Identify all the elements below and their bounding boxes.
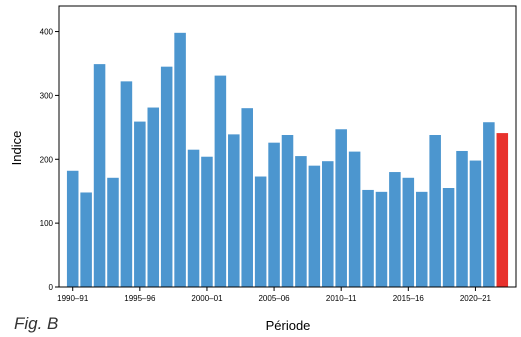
bar-2002–03 (228, 134, 240, 287)
bar-2021–22 (483, 122, 495, 287)
x-axis: 1990–91 1995–96 2000–01 2005–06 2010–11 2015–… (57, 287, 492, 303)
bar-2001–02 (214, 75, 227, 287)
x-tick-label-6: 2020–21 (460, 294, 492, 303)
bar-2016–17 (415, 191, 428, 287)
bar-1999–00 (187, 149, 200, 287)
x-tick-label-2: 2000–01 (191, 294, 223, 303)
bar-1993–94 (107, 177, 119, 287)
bar-1995–96 (134, 121, 146, 287)
bar-2015–16 (402, 177, 415, 287)
bar-2019–20 (456, 150, 468, 287)
bar-2011–12 (348, 151, 361, 287)
x-tick-label-1: 1995–96 (124, 294, 156, 303)
bar-1998–99 (174, 32, 186, 287)
x-tick-label-5: 2015–16 (393, 294, 425, 303)
figure-label: Fig. B (14, 314, 59, 333)
bar-2009–10 (322, 161, 334, 287)
y-tick-label-300: 300 (40, 91, 54, 100)
bar-2008–09 (308, 165, 321, 287)
bar-2012–13 (362, 189, 374, 287)
y-tick-label-0: 0 (49, 283, 54, 292)
bar-2014–15 (389, 172, 401, 287)
y-axis: 0 100 200 300 400 (40, 28, 59, 292)
plot-frame (58, 5, 517, 288)
bar-2003–04 (241, 108, 253, 288)
y-tick-label-200: 200 (40, 155, 54, 164)
bar-1996–97 (147, 107, 160, 287)
bar-1991–92 (80, 192, 92, 287)
bar-2010–11 (335, 129, 347, 287)
bar-1997–98 (160, 66, 173, 287)
bar-2018–19 (442, 188, 455, 287)
bar-2013–14 (375, 191, 388, 287)
y-axis-title: Indice (9, 131, 24, 166)
x-axis-title: Période (266, 318, 311, 333)
bar-2020–21 (469, 160, 482, 287)
bar-2022–23 (496, 133, 509, 287)
bar-1994–95 (120, 81, 133, 287)
x-tick-label-4: 2010–11 (326, 294, 357, 303)
x-tick-label-3: 2005–06 (258, 294, 290, 303)
bar-1992–93 (93, 64, 106, 288)
bar-2005–06 (268, 142, 280, 287)
bar-2000–01 (201, 156, 213, 287)
y-tick-label-400: 400 (40, 28, 54, 37)
bar-2006–07 (281, 135, 294, 287)
bar-2007–08 (295, 156, 307, 287)
bar-2004–05 (254, 176, 267, 287)
bar-1990–91 (66, 170, 79, 287)
bar-2017–18 (429, 135, 441, 287)
bars (66, 32, 509, 288)
y-tick-label-100: 100 (40, 219, 54, 228)
x-tick-label-0: 1990–91 (57, 294, 89, 303)
